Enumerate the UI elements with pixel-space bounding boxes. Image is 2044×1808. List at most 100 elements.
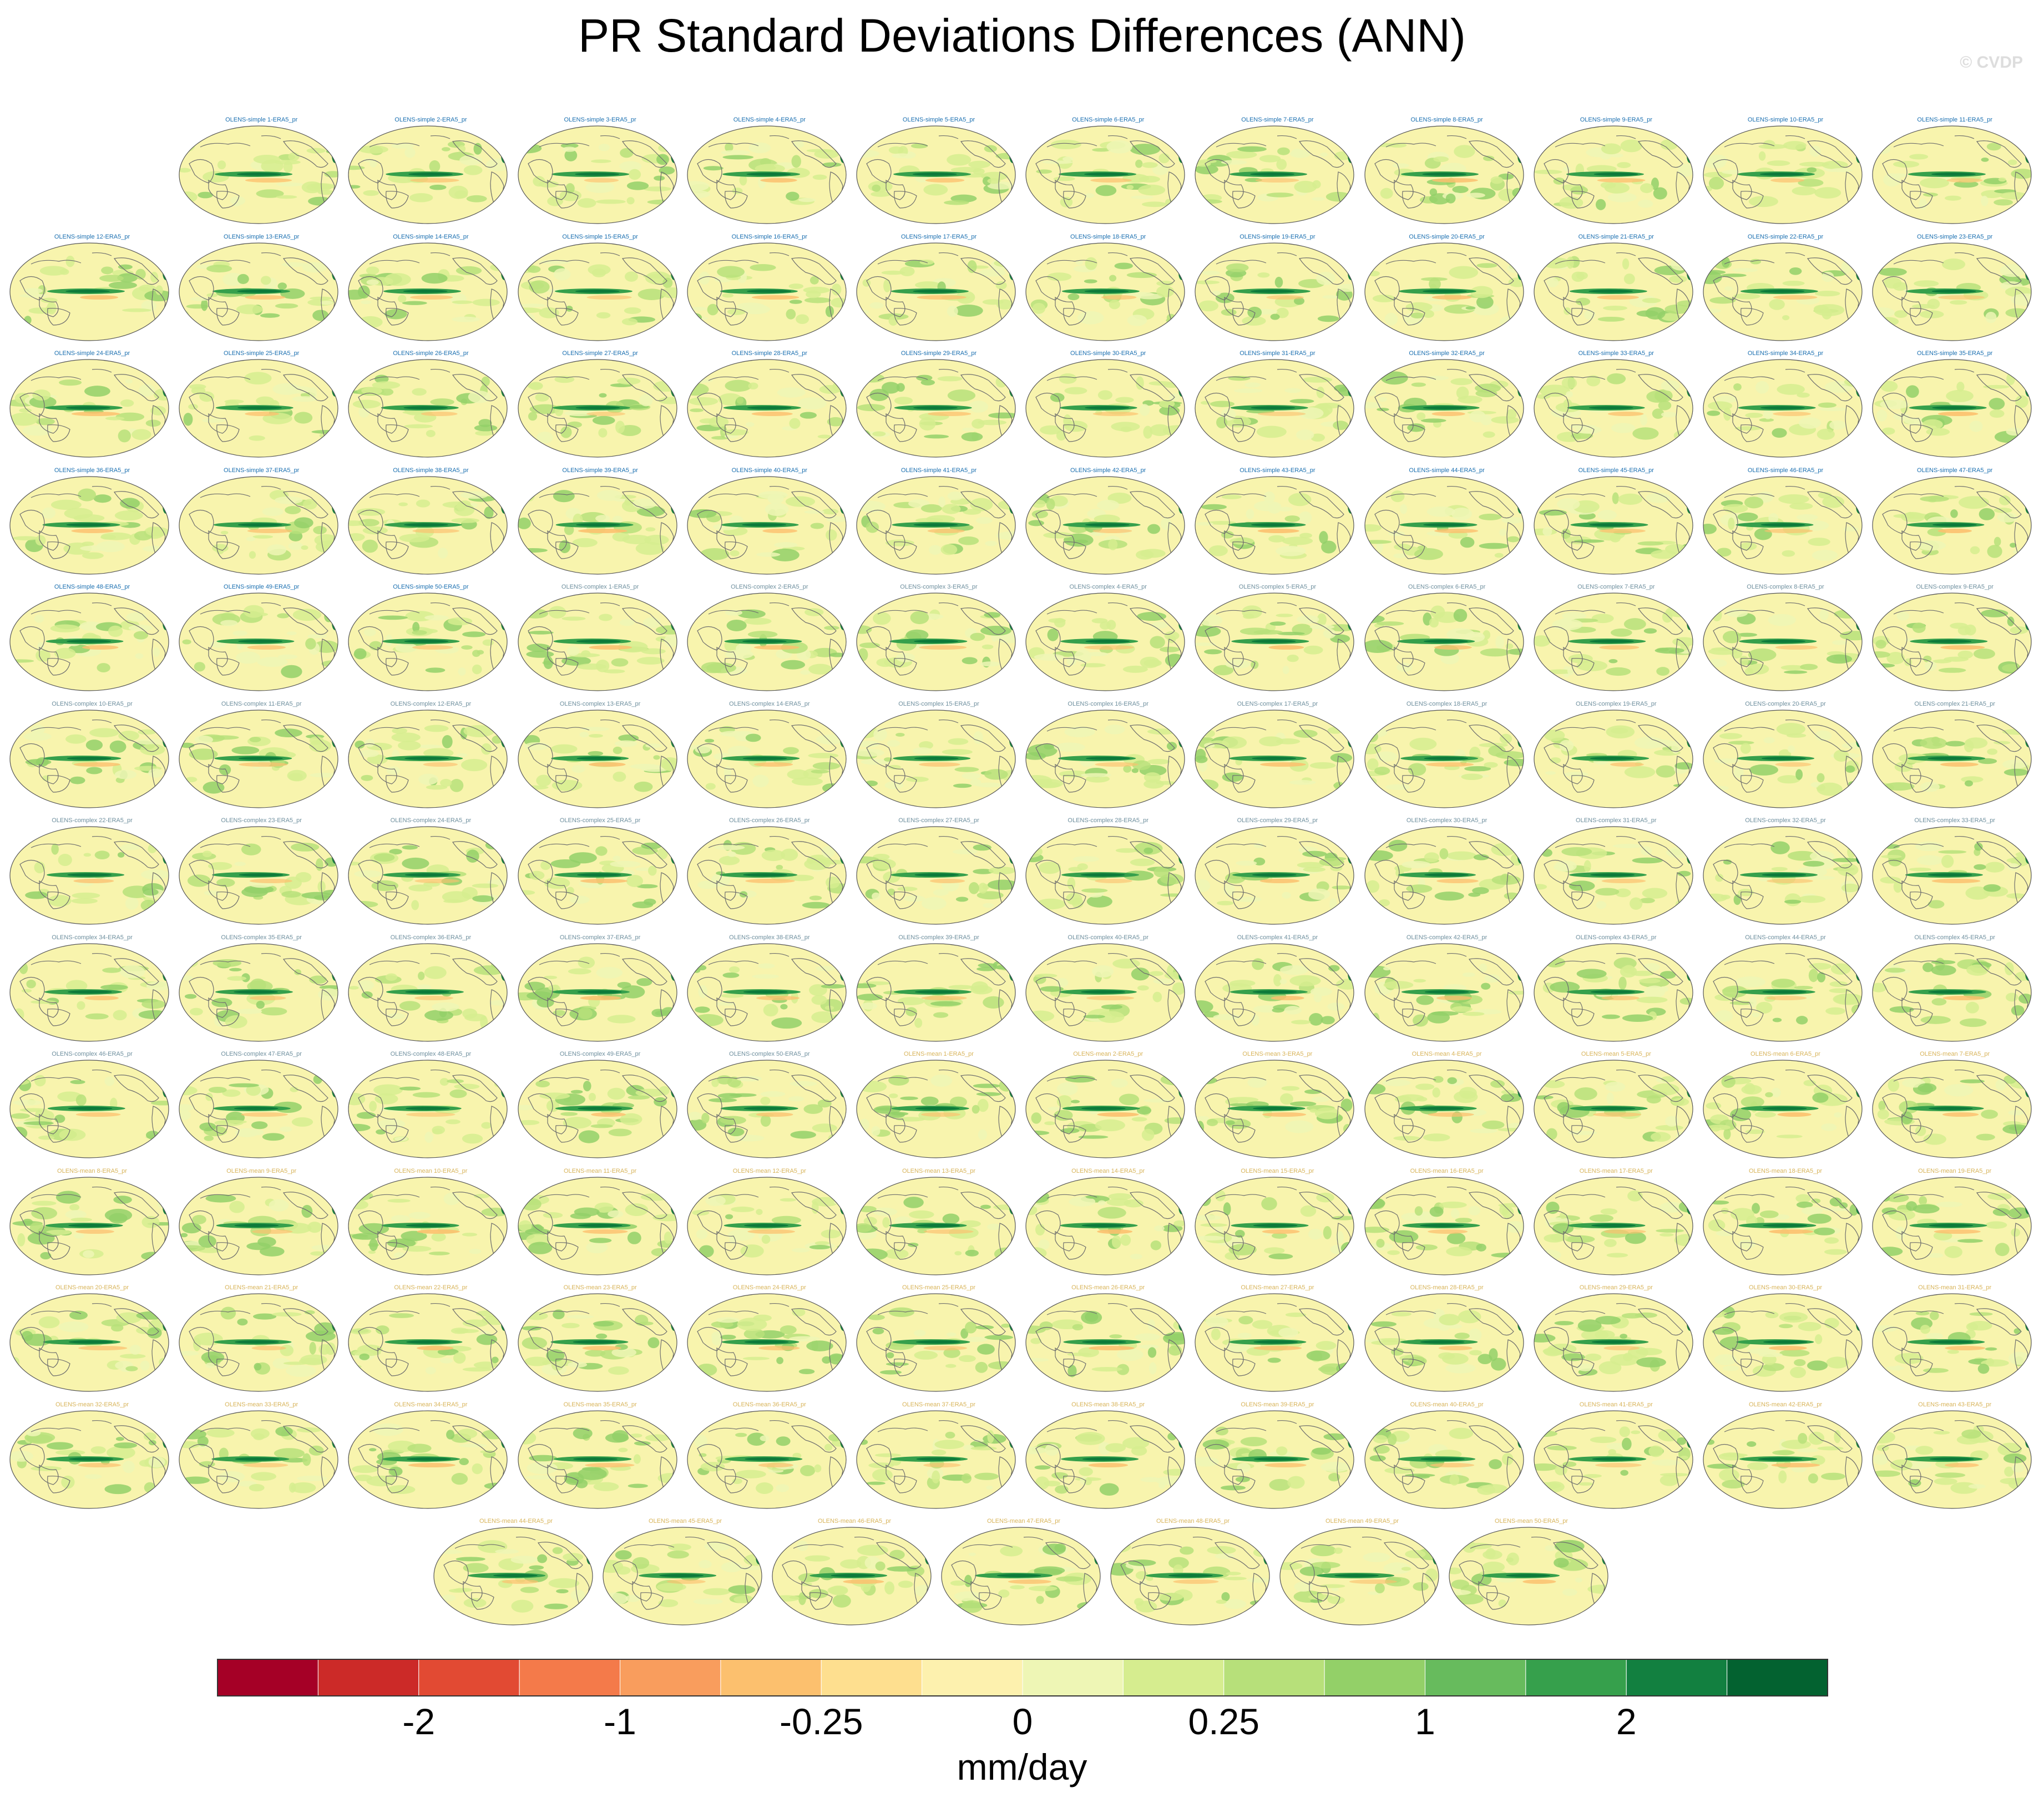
panel-title: OLENS-mean 31-ERA5_pr xyxy=(1918,1284,1992,1291)
map-panel: OLENS-mean 8-ERA5_pr xyxy=(9,1167,175,1284)
globe-map xyxy=(517,359,677,458)
panel-title: OLENS-mean 47-ERA5_pr xyxy=(986,1518,1061,1525)
panel-title: OLENS-mean 48-ERA5_pr xyxy=(1156,1518,1230,1525)
panel-title: OLENS-simple 20-ERA5_pr xyxy=(1409,233,1485,240)
panel-title: OLENS-simple 30-ERA5_pr xyxy=(1070,350,1146,357)
globe-map xyxy=(1703,125,1863,224)
panel-title: OLENS-simple 43-ERA5_pr xyxy=(1239,467,1316,474)
map-panel: OLENS-mean 22-ERA5_pr xyxy=(347,1284,514,1400)
map-panel: OLENS-complex 48-ERA5_pr xyxy=(347,1050,514,1167)
map-panel: OLENS-mean 36-ERA5_pr xyxy=(686,1401,853,1517)
globe-map xyxy=(1872,592,2032,691)
watermark: © CVDP xyxy=(1960,53,2023,72)
colorbar-swatch xyxy=(418,1659,520,1696)
panel-title: OLENS-mean 45-ERA5_pr xyxy=(648,1518,722,1525)
map-panel: OLENS-complex 34-ERA5_pr xyxy=(9,934,175,1050)
panel-title: OLENS-complex 9-ERA5_pr xyxy=(1916,584,1994,590)
globe-map xyxy=(1364,1410,1524,1509)
map-panel: OLENS-simple 1-ERA5_pr xyxy=(178,116,345,232)
map-panel: OLENS-simple 19-ERA5_pr xyxy=(1194,233,1360,350)
map-panel: OLENS-complex 9-ERA5_pr xyxy=(1871,583,2038,700)
panel-title: OLENS-simple 45-ERA5_pr xyxy=(1578,467,1654,474)
globe-map xyxy=(603,1527,762,1625)
map-panel: OLENS-simple 23-ERA5_pr xyxy=(1871,233,2038,350)
globe-map xyxy=(1025,242,1185,341)
map-panel: OLENS-mean 50-ERA5_pr xyxy=(1448,1517,1615,1634)
panel-title: OLENS-mean 12-ERA5_pr xyxy=(732,1167,806,1174)
map-panel: OLENS-mean 41-ERA5_pr xyxy=(1533,1401,1699,1517)
map-panel: OLENS-mean 15-ERA5_pr xyxy=(1194,1167,1360,1284)
globe-map xyxy=(1025,1293,1185,1392)
map-panel: OLENS-simple 32-ERA5_pr xyxy=(1364,350,1530,466)
panel-title: OLENS-complex 8-ERA5_pr xyxy=(1747,584,1824,590)
colorbar-swatch xyxy=(620,1659,721,1696)
colorbar-swatch xyxy=(519,1659,620,1696)
map-panel: OLENS-simple 17-ERA5_pr xyxy=(856,233,1022,350)
panel-title: OLENS-simple 12-ERA5_pr xyxy=(54,233,130,240)
globe-map xyxy=(1534,1293,1693,1392)
globe-map xyxy=(1534,1176,1693,1275)
panel-title: OLENS-mean 17-ERA5_pr xyxy=(1579,1167,1653,1174)
map-panel: OLENS-mean 45-ERA5_pr xyxy=(602,1517,768,1634)
map-panel: OLENS-simple 22-ERA5_pr xyxy=(1702,233,1869,350)
globe-map xyxy=(1872,359,2032,458)
map-panel: OLENS-mean 24-ERA5_pr xyxy=(686,1284,853,1400)
map-panel: OLENS-mean 20-ERA5_pr xyxy=(9,1284,175,1400)
panel-title: OLENS-simple 2-ERA5_pr xyxy=(394,117,467,123)
colorbar-tick-label: 0 xyxy=(1012,1701,1033,1742)
map-panel: OLENS-simple 43-ERA5_pr xyxy=(1194,467,1360,583)
map-panel: OLENS-complex 13-ERA5_pr xyxy=(517,700,684,817)
map-panel: OLENS-complex 30-ERA5_pr xyxy=(1364,817,1530,933)
panel-title: OLENS-complex 47-ERA5_pr xyxy=(221,1051,302,1057)
globe-map xyxy=(1534,125,1693,224)
globe-map xyxy=(687,1060,847,1158)
panel-title: OLENS-simple 22-ERA5_pr xyxy=(1747,233,1824,240)
globe-map xyxy=(179,709,338,808)
panel-title: OLENS-simple 1-ERA5_pr xyxy=(225,117,298,123)
map-panel: OLENS-simple 50-ERA5_pr xyxy=(347,583,514,700)
map-panel: OLENS-mean 46-ERA5_pr xyxy=(771,1517,938,1634)
panel-title: OLENS-complex 2-ERA5_pr xyxy=(731,584,808,590)
map-panel: OLENS-mean 35-ERA5_pr xyxy=(517,1401,684,1517)
globe-map xyxy=(687,1176,847,1275)
panel-title: OLENS-mean 46-ERA5_pr xyxy=(817,1518,892,1525)
map-panel: OLENS-mean 9-ERA5_pr xyxy=(178,1167,345,1284)
globe-map xyxy=(9,709,169,808)
globe-map xyxy=(856,592,1016,691)
globe-map xyxy=(179,592,338,691)
globe-map xyxy=(856,125,1016,224)
map-panel: OLENS-mean 31-ERA5_pr xyxy=(1871,1284,2038,1400)
panel-title: OLENS-complex 17-ERA5_pr xyxy=(1237,700,1318,707)
panel-title: OLENS-mean 49-ERA5_pr xyxy=(1325,1518,1399,1525)
map-panel: OLENS-complex 37-ERA5_pr xyxy=(517,934,684,1050)
panel-title: OLENS-complex 45-ERA5_pr xyxy=(1914,934,1995,941)
map-panel: OLENS-complex 28-ERA5_pr xyxy=(1025,817,1191,933)
globe-map xyxy=(1110,1527,1270,1625)
globe-map xyxy=(517,826,677,925)
map-panel: OLENS-mean 29-ERA5_pr xyxy=(1533,1284,1699,1400)
panel-title: OLENS-simple 34-ERA5_pr xyxy=(1747,350,1824,357)
globe-map xyxy=(1025,1176,1185,1275)
map-panel: OLENS-simple 13-ERA5_pr xyxy=(178,233,345,350)
map-panel: OLENS-complex 42-ERA5_pr xyxy=(1364,934,1530,1050)
map-panel: OLENS-simple 31-ERA5_pr xyxy=(1194,350,1360,466)
globe-map xyxy=(348,709,508,808)
panel-title: OLENS-mean 18-ERA5_pr xyxy=(1748,1167,1823,1174)
panel-title: OLENS-mean 23-ERA5_pr xyxy=(563,1284,637,1291)
map-panel: OLENS-simple 10-ERA5_pr xyxy=(1702,116,1869,232)
globe-map xyxy=(517,709,677,808)
map-panel: OLENS-simple 21-ERA5_pr xyxy=(1533,233,1699,350)
map-panel: OLENS-simple 26-ERA5_pr xyxy=(347,350,514,466)
globe-map xyxy=(179,943,338,1042)
panel-title: OLENS-complex 22-ERA5_pr xyxy=(52,817,133,824)
map-panel: OLENS-complex 44-ERA5_pr xyxy=(1702,934,1869,1050)
panel-title: OLENS-mean 5-ERA5_pr xyxy=(1581,1051,1651,1057)
globe-map xyxy=(1364,242,1524,341)
globe-map xyxy=(348,943,508,1042)
panel-title: OLENS-complex 4-ERA5_pr xyxy=(1069,584,1147,590)
globe-map xyxy=(1195,1176,1354,1275)
map-panel: OLENS-simple 6-ERA5_pr xyxy=(1025,116,1191,232)
map-panel: OLENS-complex 24-ERA5_pr xyxy=(347,817,514,933)
globe-map xyxy=(1195,943,1354,1042)
globe-map xyxy=(856,826,1016,925)
